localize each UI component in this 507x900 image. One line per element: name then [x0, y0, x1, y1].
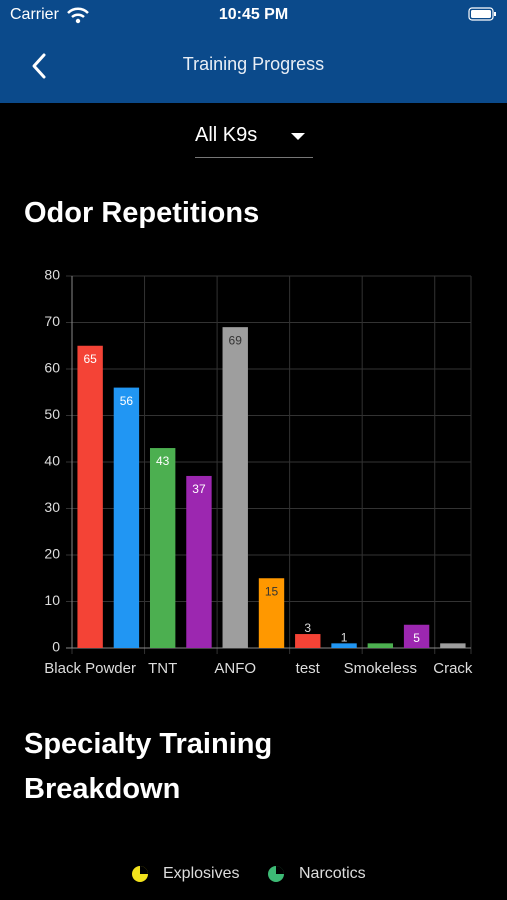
bar-label: 43: [156, 454, 170, 468]
legend-label: Explosives: [163, 865, 239, 882]
x-tick-label: test: [296, 660, 321, 677]
y-tick-label: 30: [44, 499, 60, 515]
x-tick-label: Black Powder: [44, 660, 136, 677]
bar-label: 37: [192, 482, 206, 496]
y-tick-label: 80: [44, 267, 60, 283]
x-tick-label: TNT: [148, 660, 177, 677]
clock: 10:45 PM: [218, 6, 289, 23]
y-tick-label: 50: [44, 406, 60, 422]
navigation-bar: [0, 0, 507, 103]
bar-label: 1: [341, 631, 348, 645]
bar: [367, 643, 394, 648]
bar-label: 65: [83, 352, 97, 366]
y-tick-label: 0: [52, 639, 60, 655]
bar-label: 15: [265, 584, 279, 598]
bar: [222, 327, 248, 648]
y-tick-label: 60: [44, 360, 60, 376]
dropdown-arrow: [291, 133, 305, 140]
bar: [113, 387, 140, 648]
section-title: Specialty Training Breakdown: [24, 728, 273, 805]
legend-icon-slice: [276, 866, 284, 874]
bar-label: 5: [413, 631, 420, 645]
bar: [403, 624, 430, 648]
bar: [258, 578, 285, 648]
legend-icon-slice: [140, 866, 148, 874]
wifi-icon: [67, 7, 89, 24]
page-title: Training Progress: [182, 54, 325, 74]
k9-dropdown[interactable]: All K9s: [195, 124, 313, 158]
bar: [186, 475, 212, 648]
y-tick-label: 70: [44, 313, 60, 329]
legend: Explosives Narcotics: [132, 865, 366, 882]
bar-chart: 0 10 20 30 40 50 60 70 80 Black Powder 65 56 TNT 43 37…: [44, 267, 473, 677]
y-tick-label: 40: [44, 453, 60, 469]
bar: [440, 643, 466, 648]
y-tick-label: 10: [44, 592, 60, 608]
bar: [331, 643, 357, 648]
bar: [295, 634, 321, 648]
bar: [149, 448, 176, 648]
section-title: Odor Repetitions: [24, 197, 260, 229]
battery-icon: [468, 7, 496, 21]
dropdown-value: All K9s: [195, 124, 258, 146]
bar: [77, 345, 103, 648]
back-button[interactable]: [28, 52, 50, 80]
x-tick-label: Smokeless: [344, 660, 417, 677]
y-tick-label: 20: [44, 546, 60, 562]
x-tick-label: ANFO: [214, 660, 256, 677]
legend-label: Narcotics: [299, 865, 366, 882]
bar-label: 69: [229, 333, 243, 347]
carrier: Carrier: [10, 6, 59, 23]
bar-label: 56: [120, 394, 134, 408]
x-tick-label: Crack: [433, 660, 473, 677]
bar-label: 3: [304, 621, 311, 635]
